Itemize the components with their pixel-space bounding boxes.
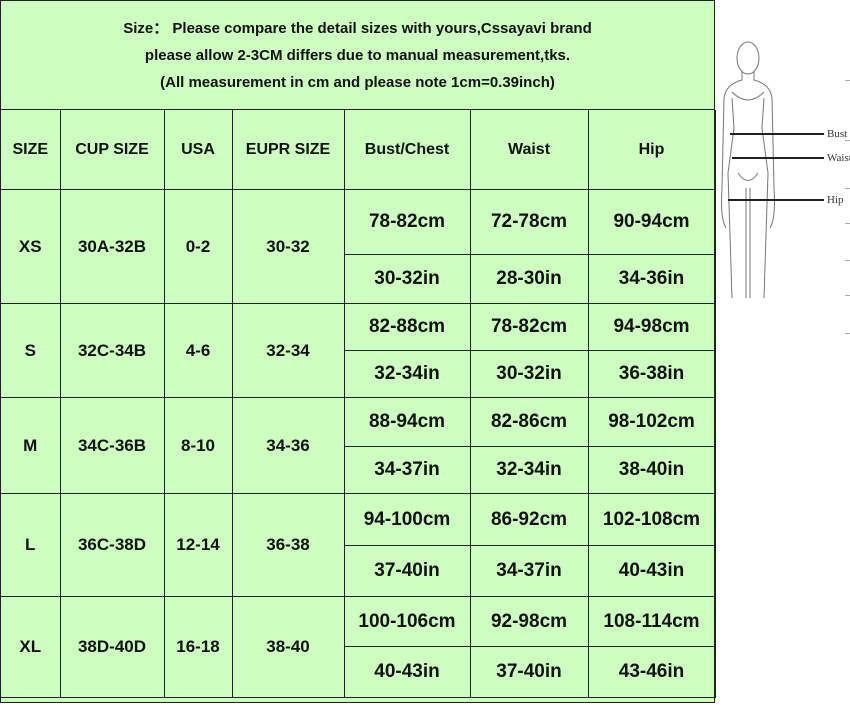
header-bust: Bust/Chest [343, 110, 471, 190]
divider-tick [845, 333, 850, 334]
hip-cm-cell: 90-94cm [587, 189, 716, 255]
header-eu: EUPR SIZE [231, 110, 345, 190]
eu-size-cell: 32-34 [231, 303, 345, 398]
usa-size-cell: 12-14 [163, 493, 233, 597]
cup-size-cell: 38D-40D [59, 596, 165, 698]
size-row-in: 34-37in 32-34in 38-40in [1, 446, 716, 494]
size-row-cm: XS 30A-32B 0-2 30-32 78-82cm 72-78cm 90-94cm [1, 189, 716, 304]
waist-cm-cell: 78-82cm [469, 303, 589, 351]
divider-tick [845, 80, 850, 81]
header-waist: Waist [469, 110, 589, 190]
hip-cm-cell: 108-114cm [587, 596, 716, 647]
divider-tick [845, 188, 850, 189]
size-cell: XL [1, 596, 61, 698]
size-row-cm: M 34C-36B 8-10 34-36 88-94cm 82-86cm 98-102cm [1, 397, 716, 494]
usa-size-cell: 16-18 [163, 596, 233, 698]
waist-in-cell: 32-34in [469, 446, 589, 494]
size-cell: M [1, 397, 61, 494]
size-notice: Size： Please compare the detail sizes wi… [1, 1, 714, 110]
waist-in-cell: 34-37in [469, 545, 589, 597]
size-table: SIZE CUP SIZE USA EUPR SIZE Bust/Chest W… [1, 110, 716, 698]
hip-cm-cell: 94-98cm [587, 303, 716, 351]
notice-line: (All measurement in cm and please note 1… [160, 73, 555, 91]
header-cup: CUP SIZE [59, 110, 165, 190]
body-measurement-figure: Bust Waist Hip [721, 41, 850, 299]
bust-in-cell: 30-32in [344, 254, 471, 304]
bust-in-cell: 32-34in [344, 350, 471, 398]
header-hip: Hip [587, 110, 716, 190]
hip-in-cell: 36-38in [587, 350, 716, 398]
usa-size-cell: 4-6 [163, 303, 233, 398]
size-cell: XS [1, 189, 61, 304]
divider-tick [845, 140, 850, 141]
cup-size-cell: 36C-38D [59, 493, 165, 597]
size-row-in: 40-43in 37-40in 43-46in [1, 646, 716, 698]
hip-cm-cell: 102-108cm [587, 493, 716, 546]
bust-cm-cell: 78-82cm [343, 189, 471, 255]
header-row: SIZE CUP SIZE USA EUPR SIZE Bust/Chest W… [1, 110, 716, 190]
waist-cm-cell: 72-78cm [469, 189, 589, 255]
header-size: SIZE [1, 110, 61, 190]
divider-tick [845, 295, 850, 296]
waist-in-cell: 37-40in [469, 646, 589, 698]
size-chart: Size： Please compare the detail sizes wi… [0, 0, 716, 703]
waist-cm-cell: 82-86cm [469, 397, 589, 447]
size-cell: S [1, 303, 61, 398]
bust-cm-cell: 100-106cm [343, 596, 471, 647]
bust-cm-cell: 88-94cm [343, 397, 471, 447]
divider-tick [845, 223, 850, 224]
waist-in-cell: 30-32in [469, 350, 589, 398]
waist-cm-cell: 92-98cm [469, 596, 589, 647]
cup-size-cell: 32C-34B [59, 303, 165, 398]
size-row-in: 32-34in 30-32in 36-38in [1, 350, 716, 398]
size-row-cm: XL 38D-40D 16-18 38-40 100-106cm 92-98cm 108-1… [1, 596, 716, 698]
usa-size-cell: 0-2 [163, 189, 233, 304]
notice-line: Size： Please compare the detail sizes wi… [123, 19, 592, 37]
waist-cm-cell: 86-92cm [469, 493, 589, 546]
size-row-cm: L 36C-38D 12-14 36-38 94-100cm 86-92cm 102-108… [1, 493, 716, 597]
bust-in-cell: 40-43in [344, 646, 471, 698]
usa-size-cell: 8-10 [163, 397, 233, 494]
hip-in-cell: 40-43in [587, 545, 716, 597]
hip-in-cell: 43-46in [587, 646, 716, 698]
size-row-in: 37-40in 34-37in 40-43in [1, 545, 716, 597]
header-usa: USA [163, 110, 233, 190]
bust-cm-cell: 94-100cm [343, 493, 471, 546]
bust-in-cell: 34-37in [344, 446, 471, 494]
hip-in-cell: 38-40in [587, 446, 716, 494]
hip-cm-cell: 98-102cm [587, 397, 716, 447]
bust-in-cell: 37-40in [344, 545, 471, 597]
eu-size-cell: 30-32 [231, 189, 345, 304]
bust-cm-cell: 82-88cm [343, 303, 471, 351]
eu-size-cell: 34-36 [231, 397, 345, 494]
size-row-cm: S 32C-34B 4-6 32-34 82-88cm 78-82cm 94-98cm [1, 303, 716, 398]
hip-in-cell: 34-36in [587, 254, 716, 304]
hip-label: Hip [827, 194, 844, 206]
eu-size-cell: 38-40 [231, 596, 345, 698]
waist-in-cell: 28-30in [469, 254, 589, 304]
eu-size-cell: 36-38 [231, 493, 345, 597]
bust-label: Bust [827, 128, 847, 140]
divider-tick [845, 260, 850, 261]
notice-line: please allow 2-3CM differs due to manual… [144, 46, 571, 64]
waist-label: Waist [827, 152, 850, 164]
cup-size-cell: 30A-32B [59, 189, 165, 304]
size-cell: L [1, 493, 61, 597]
cup-size-cell: 34C-36B [59, 397, 165, 494]
